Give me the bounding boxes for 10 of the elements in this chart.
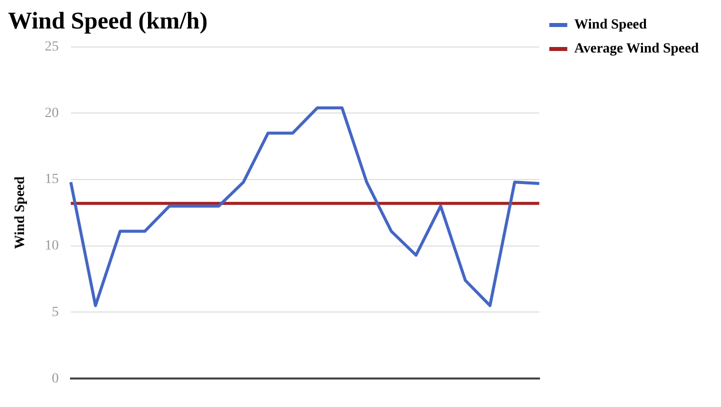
y-axis-title: Wind Speed	[13, 176, 28, 249]
y-tick-label: 10	[44, 238, 59, 254]
y-tick-label: 25	[44, 39, 59, 54]
chart-title: Wind Speed (km/h)	[8, 8, 208, 35]
y-tick-label: 15	[44, 172, 59, 188]
y-tick-label: 0	[52, 371, 59, 386]
y-tick-label: 20	[44, 106, 59, 121]
legend-label: Average Wind Speed	[574, 42, 699, 57]
legend-label: Wind Speed	[574, 18, 647, 33]
y-tick-label: 5	[52, 304, 59, 320]
